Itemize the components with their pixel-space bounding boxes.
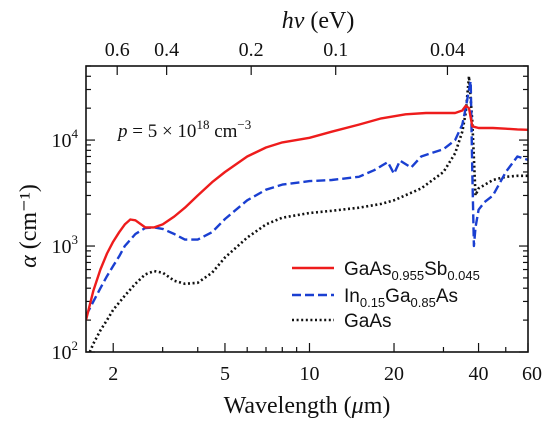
- series-line-1: [86, 79, 528, 317]
- series-layer: [86, 75, 528, 352]
- legend-label: GaAs0.955Sb0.045: [344, 259, 480, 283]
- y-axis-label: α (cm⁻¹): [16, 184, 42, 268]
- x-tick-label: 60: [522, 363, 542, 385]
- top-tick-label: 0.6: [105, 39, 130, 61]
- top-tick-label: 0.4: [154, 39, 179, 61]
- x-tick-label: 10: [299, 363, 319, 385]
- tick-labels: 102 103 104 2 5 10 20 40 60 0.6 0.4 0.2 0.1 0.04: [52, 39, 543, 385]
- x-tick-label: 20: [384, 363, 404, 385]
- legend-label: GaAs: [344, 311, 392, 332]
- top-tick-label: 0.2: [239, 39, 264, 61]
- x-axis-label: Wavelength (μm): [224, 393, 391, 419]
- series-line-0: [86, 104, 528, 321]
- series-line-2: [88, 75, 528, 352]
- x-tick-label: 2: [108, 363, 118, 385]
- legend-entry-0: GaAs0.955Sb0.045: [292, 259, 480, 283]
- y-tick-label: 104: [52, 126, 79, 152]
- top-axis-label: hν (eV): [282, 8, 355, 34]
- plot-frame: [85, 65, 529, 353]
- y-tick-label: 102: [52, 338, 79, 364]
- y-tick-label: 103: [52, 232, 79, 258]
- x-tick-label: 5: [220, 363, 230, 385]
- legend-entry-2: GaAs: [292, 311, 392, 332]
- top-tick-label: 0.04: [430, 39, 465, 61]
- legend-entry-1: In0.15Ga0.85As: [292, 286, 458, 310]
- x-tick-label: 40: [469, 363, 489, 385]
- doping-annotation: p = 5 × 1018 cm−3: [116, 117, 251, 142]
- axis-ticks: [86, 65, 529, 353]
- legend-label: In0.15Ga0.85As: [344, 286, 458, 310]
- top-tick-label: 0.1: [323, 39, 348, 61]
